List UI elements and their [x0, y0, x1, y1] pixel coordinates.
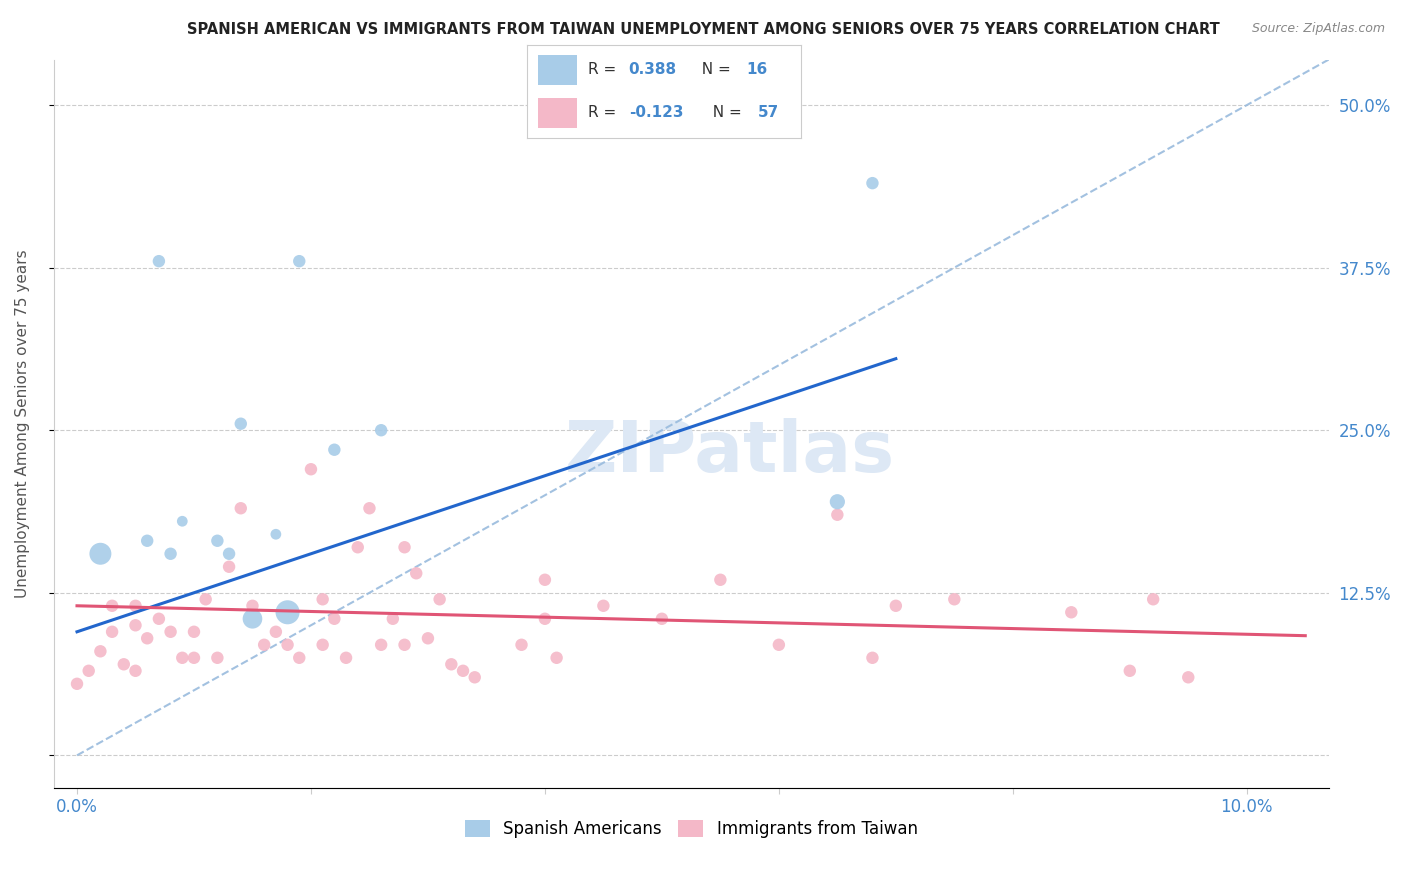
Point — [943, 592, 966, 607]
Point — [77, 664, 100, 678]
Point — [218, 547, 240, 561]
Point — [101, 599, 124, 613]
Point — [288, 650, 311, 665]
Point — [546, 650, 568, 665]
Point — [1119, 664, 1142, 678]
Point — [359, 501, 381, 516]
Point — [242, 612, 264, 626]
Point — [323, 612, 346, 626]
Point — [451, 664, 474, 678]
Text: 0.388: 0.388 — [628, 62, 676, 78]
Text: ZIPatlas: ZIPatlas — [564, 418, 894, 487]
Point — [862, 176, 884, 190]
Point — [346, 541, 368, 555]
Point — [1060, 605, 1083, 619]
Point — [172, 514, 194, 528]
Point — [394, 638, 416, 652]
Point — [277, 638, 299, 652]
Point — [229, 417, 252, 431]
Legend: Spanish Americans, Immigrants from Taiwan: Spanish Americans, Immigrants from Taiwa… — [458, 814, 924, 845]
Point — [288, 254, 311, 268]
Text: R =: R = — [588, 62, 620, 78]
Point — [183, 624, 205, 639]
Text: N =: N = — [692, 62, 735, 78]
Point — [370, 638, 392, 652]
Point — [299, 462, 322, 476]
Point — [440, 657, 463, 672]
Point — [172, 650, 194, 665]
Point — [534, 612, 557, 626]
Point — [253, 638, 276, 652]
Point — [66, 677, 89, 691]
Point — [89, 547, 111, 561]
Point — [510, 638, 533, 652]
Point — [651, 612, 673, 626]
Point — [194, 592, 217, 607]
Text: -0.123: -0.123 — [628, 105, 683, 120]
FancyBboxPatch shape — [538, 98, 576, 128]
Point — [124, 664, 146, 678]
Point — [229, 501, 252, 516]
Point — [709, 573, 731, 587]
Point — [148, 612, 170, 626]
FancyBboxPatch shape — [538, 55, 576, 85]
Point — [1142, 592, 1164, 607]
Text: R =: R = — [588, 105, 620, 120]
Point — [159, 547, 181, 561]
Point — [89, 644, 111, 658]
Point — [264, 527, 287, 541]
Point — [136, 632, 159, 646]
Y-axis label: Unemployment Among Seniors over 75 years: Unemployment Among Seniors over 75 years — [15, 250, 30, 598]
Point — [124, 618, 146, 632]
Point — [827, 494, 849, 508]
Text: 57: 57 — [758, 105, 779, 120]
Text: SPANISH AMERICAN VS IMMIGRANTS FROM TAIWAN UNEMPLOYMENT AMONG SENIORS OVER 75 YE: SPANISH AMERICAN VS IMMIGRANTS FROM TAIW… — [187, 22, 1219, 37]
Point — [405, 566, 427, 581]
Point — [112, 657, 135, 672]
Text: Source: ZipAtlas.com: Source: ZipAtlas.com — [1251, 22, 1385, 36]
Point — [370, 423, 392, 437]
Point — [264, 624, 287, 639]
Point — [768, 638, 790, 652]
Point — [827, 508, 849, 522]
Point — [277, 605, 299, 619]
Point — [183, 650, 205, 665]
Point — [381, 612, 404, 626]
Text: N =: N = — [703, 105, 747, 120]
Point — [323, 442, 346, 457]
Point — [394, 541, 416, 555]
Point — [1177, 670, 1199, 684]
Point — [429, 592, 451, 607]
Point — [416, 632, 439, 646]
Point — [207, 650, 229, 665]
Point — [242, 599, 264, 613]
Point — [101, 624, 124, 639]
Point — [311, 592, 333, 607]
Point — [884, 599, 907, 613]
Point — [311, 638, 333, 652]
Point — [464, 670, 486, 684]
Point — [592, 599, 614, 613]
Point — [136, 533, 159, 548]
Point — [159, 624, 181, 639]
Point — [218, 559, 240, 574]
Point — [148, 254, 170, 268]
Point — [207, 533, 229, 548]
Point — [335, 650, 357, 665]
Point — [124, 599, 146, 613]
Point — [862, 650, 884, 665]
Text: 16: 16 — [747, 62, 768, 78]
Point — [534, 573, 557, 587]
